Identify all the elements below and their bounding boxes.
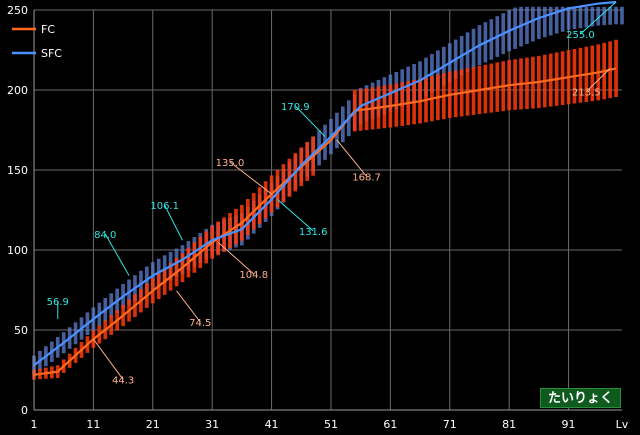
legend: FC SFC <box>12 23 62 60</box>
y-tick-label: 250 <box>7 4 28 17</box>
x-tick-label: 81 <box>502 418 516 431</box>
y-tick-label: 0 <box>21 404 28 417</box>
x-tick-label: 11 <box>86 418 100 431</box>
annotation-leader <box>164 204 183 241</box>
annotation-leader <box>92 338 124 380</box>
sfc-range-bar <box>578 6 583 29</box>
data-label: 170.9 <box>281 102 310 113</box>
y-tick-label: 50 <box>14 324 28 337</box>
sfc-range-bar <box>590 6 595 27</box>
sfc-range-bar <box>525 6 529 44</box>
annotation-leader <box>336 139 367 177</box>
sfc-series-line <box>33 0 617 367</box>
x-tick-label: 31 <box>205 418 219 431</box>
annotation-leader <box>229 161 272 195</box>
y-tick-label: 200 <box>7 84 28 97</box>
data-label: 74.5 <box>189 318 211 329</box>
sfc-range-bar <box>542 6 547 38</box>
sfc-range-bar <box>531 6 535 42</box>
annotation-leader <box>176 290 201 323</box>
x-tick-label: 71 <box>443 418 457 431</box>
x-tick-label: 51 <box>324 418 338 431</box>
fc-series-line <box>33 67 617 376</box>
x-axis-label: Lv <box>616 418 629 431</box>
x-tick-label: 91 <box>562 418 576 431</box>
data-label: 106.1 <box>150 201 179 212</box>
sfc-range-bar <box>566 6 571 30</box>
annotation-leader <box>294 105 326 137</box>
sfc-range-bar <box>614 6 618 25</box>
data-label: 135.0 <box>216 158 245 169</box>
data-label: 56.9 <box>47 297 69 308</box>
x-tick-label: 61 <box>383 418 397 431</box>
data-label: 168.7 <box>352 172 381 183</box>
sfc-range-bar <box>584 6 589 28</box>
sfc-legend-label: SFC <box>41 47 62 60</box>
sfc-range-bar <box>548 6 553 36</box>
sfc-range-bar <box>620 6 624 25</box>
x-tick-label: 41 <box>265 418 279 431</box>
data-label: 131.6 <box>299 227 328 238</box>
sfc-range-bar <box>537 6 541 40</box>
sfc-range-bar <box>572 6 577 30</box>
data-label: 213.5 <box>572 88 601 99</box>
data-annotations: 56.9 44.3 84.0 74.5 106.1 104.8 135.0 131.6 170.… <box>47 1 617 387</box>
annotation-leader <box>217 241 255 275</box>
sfc-range-bar <box>554 6 559 34</box>
sfc-range-bar <box>560 6 565 32</box>
data-label: 104.8 <box>239 270 268 281</box>
sfc-range-bar <box>596 6 601 26</box>
fc-legend-label: FC <box>41 23 55 36</box>
sfc-range-bar <box>608 6 612 25</box>
data-label: 84.0 <box>94 230 116 241</box>
y-tick-label: 100 <box>7 244 28 257</box>
data-label: 44.3 <box>112 376 134 387</box>
sfc-range-bar <box>602 6 607 26</box>
annotation-leader <box>586 68 611 92</box>
series-lines <box>33 0 617 376</box>
stat-name-badge: たいりょく <box>540 388 621 408</box>
y-tick-label: 150 <box>7 164 28 177</box>
x-tick-label: 1 <box>31 418 38 431</box>
x-tick-label: 21 <box>146 418 160 431</box>
annotation-leader <box>580 1 617 35</box>
annotation-leader <box>104 233 130 276</box>
data-label: 255.0 <box>566 30 595 41</box>
annotation-leader <box>277 199 314 232</box>
